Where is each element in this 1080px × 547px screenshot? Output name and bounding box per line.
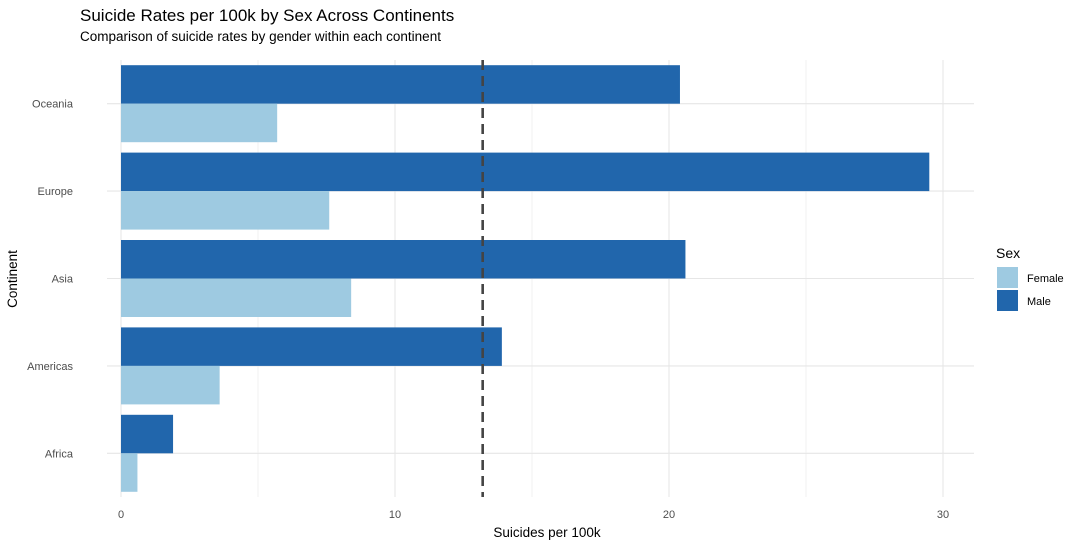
bar-male-africa bbox=[121, 414, 174, 454]
x-axis-title: Suicides per 100k bbox=[493, 525, 601, 540]
x-tick-label: 30 bbox=[937, 509, 949, 521]
legend-key-male bbox=[997, 290, 1018, 311]
bar-female-americas bbox=[121, 365, 220, 405]
y-tick-label: Africa bbox=[45, 448, 74, 460]
y-tick-label: Asia bbox=[52, 274, 74, 286]
y-tick-labels: Africa Americas Asia Europe Oceania bbox=[27, 99, 74, 461]
y-tick-label: Oceania bbox=[32, 99, 74, 111]
legend: Sex Female Male bbox=[996, 245, 1064, 311]
x-tick-label: 0 bbox=[118, 509, 124, 521]
y-axis-title: Continent bbox=[5, 250, 20, 308]
y-tick-label: Europe bbox=[38, 186, 73, 198]
legend-key-female bbox=[997, 267, 1018, 288]
x-tick-labels: 0 10 20 30 bbox=[118, 509, 949, 521]
bar-female-europe bbox=[121, 191, 330, 230]
bar-male-europe bbox=[121, 152, 930, 192]
x-tick-label: 10 bbox=[389, 509, 401, 521]
bars bbox=[121, 65, 930, 492]
legend-label-male: Male bbox=[1027, 296, 1051, 308]
bar-female-asia bbox=[121, 278, 352, 317]
bar-male-oceania bbox=[121, 65, 680, 104]
y-tick-label: Americas bbox=[27, 361, 73, 373]
legend-label-female: Female bbox=[1027, 273, 1064, 285]
x-tick-label: 20 bbox=[663, 509, 675, 521]
bar-female-africa bbox=[121, 453, 138, 492]
bar-male-asia bbox=[121, 240, 686, 279]
chart-subtitle: Comparison of suicide rates by gender wi… bbox=[80, 29, 441, 44]
bar-male-americas bbox=[121, 327, 502, 366]
bar-female-oceania bbox=[121, 103, 278, 143]
legend-title: Sex bbox=[996, 245, 1020, 261]
chart-title: Suicide Rates per 100k by Sex Across Con… bbox=[80, 6, 454, 25]
